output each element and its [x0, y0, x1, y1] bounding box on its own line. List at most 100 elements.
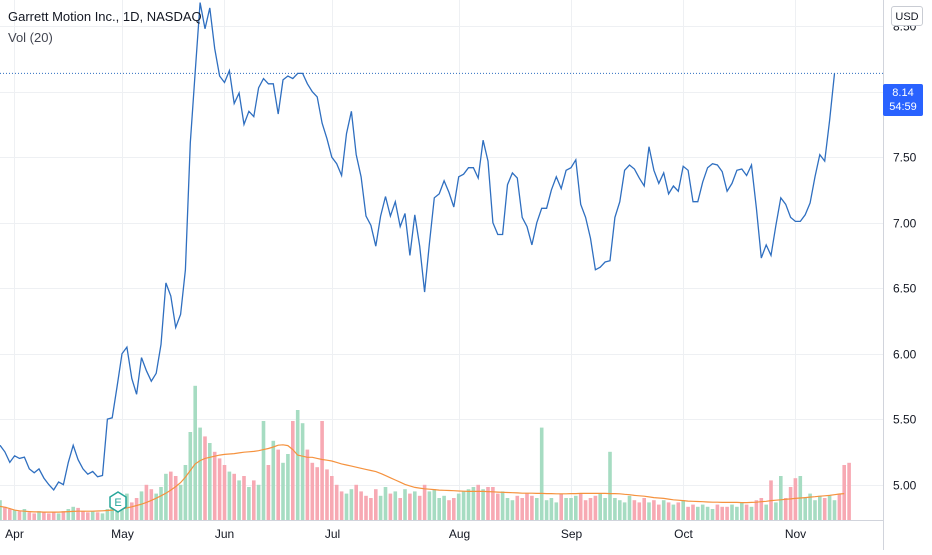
earnings-marker-label: E: [114, 497, 121, 509]
volume-bar: [237, 480, 241, 520]
volume-bar: [564, 498, 568, 520]
volume-bar: [491, 487, 495, 520]
volume-bar: [286, 454, 290, 520]
volume-bar: [364, 495, 368, 520]
volume-bar: [305, 449, 310, 520]
volume-bar: [27, 512, 32, 520]
volume-bar: [744, 504, 749, 520]
volume-bar: [208, 443, 212, 520]
volume-bar: [793, 478, 798, 520]
volume-bar: [90, 511, 95, 520]
volume-bar: [183, 465, 188, 520]
volume-bar: [657, 504, 661, 520]
time-axis[interactable]: Apr May Jun Jul Aug Sep Oct Nov: [5, 527, 806, 541]
volume-bar: [720, 506, 724, 520]
time-tick-label: Aug: [449, 527, 470, 541]
volume-bar: [193, 385, 197, 520]
volume-bar: [549, 498, 554, 520]
volume-bar: [749, 506, 754, 520]
volume-bar: [417, 495, 422, 520]
volume-bar: [510, 500, 515, 520]
volume-bar: [291, 421, 295, 520]
volume-bar: [42, 512, 46, 520]
volume-bar: [593, 495, 598, 520]
volume-ma-line: [0, 444, 845, 513]
currency-button[interactable]: USD: [891, 6, 923, 26]
volume-bar: [198, 427, 202, 520]
volume-bar: [500, 491, 505, 520]
volume-bar: [349, 489, 354, 520]
time-tick-label: May: [111, 527, 134, 541]
volume-bar: [383, 487, 388, 520]
volume-bar: [266, 465, 271, 520]
volume-bar: [544, 500, 549, 520]
volume-bar: [222, 465, 227, 520]
volume-bar: [539, 427, 544, 520]
volume-bar: [71, 506, 75, 520]
volume-bar: [173, 476, 178, 520]
volume-bar: [344, 493, 349, 520]
volume-bar: [388, 493, 393, 520]
volume-bar: [471, 487, 476, 520]
price-line: [0, 2, 836, 491]
price-tick-label: 5.00: [893, 479, 917, 493]
volume-bar: [779, 476, 783, 520]
volume-bar: [134, 498, 139, 520]
bar-countdown: 54:59: [889, 101, 917, 113]
price-tick-label: 6.00: [893, 348, 917, 362]
volume-bar: [442, 495, 446, 520]
volume-bar: [427, 491, 432, 520]
volume-bar: [618, 500, 622, 520]
volume-bar: [76, 507, 80, 520]
volume-bar: [252, 480, 256, 520]
volume-bar: [681, 500, 685, 520]
volume-bar: [559, 493, 563, 520]
volume-bar: [47, 513, 51, 520]
volume-bar: [813, 500, 817, 520]
volume-bar: [461, 491, 466, 520]
volume-bar: [842, 465, 846, 520]
volume-bar: [788, 487, 793, 520]
volume-bar: [227, 471, 232, 520]
volume-bar: [354, 484, 358, 520]
volume-bar: [125, 493, 129, 520]
volume-bar: [212, 451, 217, 520]
volume-bar: [325, 469, 329, 520]
earnings-marker[interactable]: E: [108, 491, 128, 513]
volume-bar: [452, 498, 456, 520]
volume-bar: [598, 493, 602, 520]
volume-bar: [66, 509, 71, 520]
time-tick-label: Apr: [5, 527, 24, 541]
time-tick-label: Jun: [215, 527, 234, 541]
volume-bar: [764, 504, 768, 520]
volume-bar: [759, 498, 764, 520]
volume-bar: [105, 509, 110, 520]
volume-indicator-label[interactable]: Vol (20): [8, 30, 53, 45]
volume-bar: [652, 500, 656, 520]
volume-bar: [735, 506, 739, 520]
volume-bar: [139, 491, 144, 520]
volume-bar: [17, 511, 22, 520]
volume-bar: [588, 498, 593, 520]
volume-bar: [754, 500, 759, 520]
price-tick-label: 7.00: [893, 217, 917, 231]
volume-bar: [671, 504, 676, 520]
volume-bar: [447, 500, 451, 520]
volume-bar: [525, 493, 529, 520]
volume-bar: [622, 502, 627, 520]
volume-bar: [578, 493, 583, 520]
volume-bar: [627, 495, 632, 520]
volume-bar: [164, 473, 168, 520]
volume-bar: [583, 500, 588, 520]
volume-bar: [666, 502, 671, 520]
volume-bar: [715, 504, 720, 520]
volume-bar: [86, 512, 90, 520]
volume-bar: [661, 500, 666, 520]
volume-bar: [403, 489, 407, 520]
volume-bar: [3, 506, 7, 520]
volume-bar: [847, 462, 851, 520]
volume-bar: [832, 500, 837, 520]
earnings-icon: E: [109, 491, 127, 513]
